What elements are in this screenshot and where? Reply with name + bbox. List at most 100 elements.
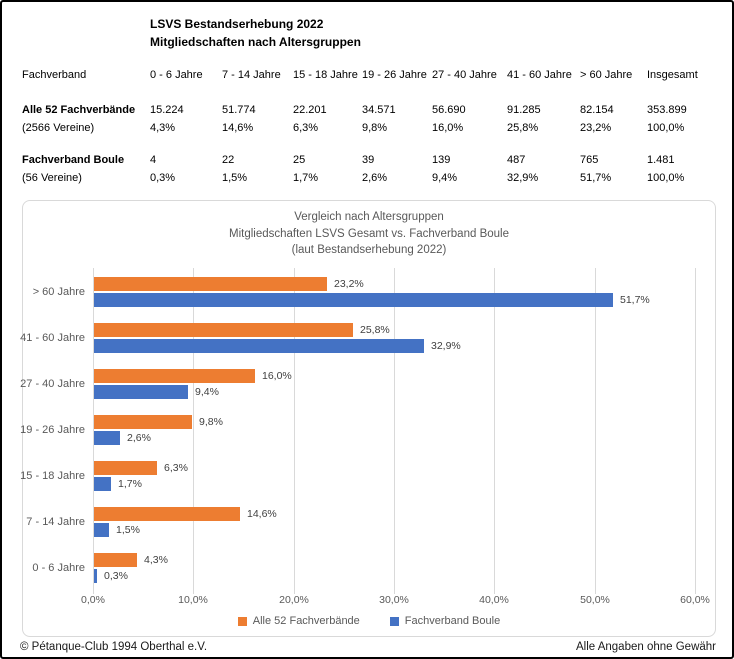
- bar-value-label: 32,9%: [431, 340, 461, 352]
- document-title-line1: LSVS Bestandserhebung 2022: [150, 17, 324, 31]
- bar-value-label: 51,7%: [620, 294, 650, 306]
- table-cell-value: 1.481: [647, 154, 675, 166]
- gridline: [394, 268, 395, 594]
- gridline: [294, 268, 295, 594]
- table-cell-value: 22: [222, 154, 235, 166]
- table-cell-value: 9,8%: [362, 122, 388, 134]
- bar-alle-52-fachverbaende: [94, 323, 353, 337]
- chart-title-line: Mitgliedschaften LSVS Gesamt vs. Fachver…: [229, 227, 509, 240]
- gridline: [595, 268, 596, 594]
- bar-value-label: 1,5%: [116, 524, 140, 536]
- document-title: LSVS Bestandserhebung 2022 Mitgliedschaf…: [150, 15, 361, 51]
- bar-value-label: 9,4%: [195, 386, 219, 398]
- category-label: 7 - 14 Jahre: [26, 516, 85, 528]
- table-cell-value: 2,6%: [362, 172, 388, 184]
- gridline: [193, 268, 194, 594]
- category-label: 27 - 40 Jahre: [20, 378, 85, 390]
- x-axis-tick-label: 30,0%: [379, 594, 409, 606]
- category-label: 0 - 6 Jahre: [32, 562, 85, 574]
- x-axis-tick-label: 60,0%: [680, 594, 710, 606]
- legend-item: Fachverband Boule: [389, 615, 501, 627]
- table-cell-value: 139: [432, 154, 451, 166]
- bar-fachverband-boule: [94, 339, 424, 353]
- table-cell-value: 32,9%: [507, 172, 539, 184]
- bar-value-label: 25,8%: [360, 324, 390, 336]
- table-row-label: Fachverband Boule: [22, 154, 125, 166]
- table-cell-value: 56.690: [432, 104, 466, 116]
- table-header-col: 7 - 14 Jahre: [222, 69, 281, 81]
- category-label: 19 - 26 Jahre: [20, 424, 85, 436]
- bar-value-label: 6,3%: [164, 462, 188, 474]
- table-cell-value: 82.154: [580, 104, 614, 116]
- gridline: [695, 268, 696, 594]
- table-header-col: 27 - 40 Jahre: [432, 69, 497, 81]
- table-cell-value: 1,7%: [293, 172, 319, 184]
- table-header-fachverband: Fachverband: [22, 69, 87, 81]
- table-cell-value: 0,3%: [150, 172, 176, 184]
- x-axis-tick-label: 20,0%: [279, 594, 309, 606]
- bar-alle-52-fachverbaende: [94, 415, 192, 429]
- legend-label: Fachverband Boule: [404, 615, 501, 627]
- table-cell-value: 34.571: [362, 104, 396, 116]
- bar-alle-52-fachverbaende: [94, 277, 327, 291]
- table-row: Fachverband Boule 4 22 25 39 139 487 765 1.481: [22, 151, 722, 169]
- table-cell-value: 765: [580, 154, 599, 166]
- bar-fachverband-boule: [94, 477, 111, 491]
- table-cell-value: 6,3%: [293, 122, 319, 134]
- table-row-label: Alle 52 Fachverbände: [22, 104, 136, 116]
- bar-fachverband-boule: [94, 569, 97, 583]
- table-cell-value: 100,0%: [647, 122, 685, 134]
- gridline: [494, 268, 495, 594]
- bar-value-label: 2,6%: [127, 432, 151, 444]
- footer-disclaimer: Alle Angaben ohne Gewähr: [575, 641, 716, 653]
- bar-alle-52-fachverbaende: [94, 507, 240, 521]
- bar-value-label: 23,2%: [334, 278, 364, 290]
- bar-value-label: 4,3%: [144, 554, 168, 566]
- document-title-line2: Mitgliedschaften nach Altersgruppen: [150, 35, 361, 49]
- x-axis-tick-label: 50,0%: [580, 594, 610, 606]
- legend-marker-icon: [389, 616, 399, 626]
- table-cell-value: 39: [362, 154, 375, 166]
- comparison-chart: Vergleich nach Altersgruppen Mitgliedscha…: [20, 200, 716, 637]
- table-row: (56 Vereine) 0,3% 1,5% 1,7% 2,6% 9,4% 32,9% 51,…: [22, 169, 722, 187]
- bar-fachverband-boule: [94, 523, 109, 537]
- table-row: Alle 52 Fachverbände 15.224 51.774 22.201 34…: [22, 101, 722, 119]
- chart-plot-area: > 60 Jahre 23,2% 51,7% 41 - 60 Jahre 25,8% 32…: [20, 268, 696, 594]
- table-cell-value: 23,2%: [580, 122, 612, 134]
- category-label: 15 - 18 Jahre: [20, 470, 85, 482]
- bar-fachverband-boule: [94, 293, 613, 307]
- bar-value-label: 9,8%: [199, 416, 223, 428]
- table-cell-value: 16,0%: [432, 122, 464, 134]
- table-cell-value: 22.201: [293, 104, 327, 116]
- table-cell-value: 25: [293, 154, 306, 166]
- bar-value-label: 14,6%: [247, 508, 277, 520]
- legend-item: Alle 52 Fachverbände: [237, 615, 360, 627]
- bar-fachverband-boule: [94, 385, 188, 399]
- x-axis-tick-label: 0,0%: [81, 594, 105, 606]
- table-cell-value: 9,4%: [432, 172, 458, 184]
- table-cell-value: 1,5%: [222, 172, 248, 184]
- table-header-col: 15 - 18 Jahre: [293, 69, 358, 81]
- x-axis-tick-label: 40,0%: [479, 594, 509, 606]
- bar-value-label: 1,7%: [118, 478, 142, 490]
- bar-alle-52-fachverbaende: [94, 369, 255, 383]
- footer-copyright: © Pétanque-Club 1994 Oberthal e.V.: [20, 641, 208, 653]
- table-cell-value: 25,8%: [507, 122, 539, 134]
- bar-alle-52-fachverbaende: [94, 553, 137, 567]
- table-row-label: (56 Vereine): [22, 172, 82, 184]
- table-cell-value: 51,7%: [580, 172, 612, 184]
- footer: © Pétanque-Club 1994 Oberthal e.V. Alle …: [20, 641, 716, 653]
- table-cell-value: 51.774: [222, 104, 256, 116]
- table-header-col: 41 - 60 Jahre: [507, 69, 572, 81]
- table-row-label: (2566 Vereine): [22, 122, 95, 134]
- chart-x-axis: 0,0% 10,0% 20,0% 30,0% 40,0% 50,0% 60,0%: [81, 594, 710, 608]
- table-header-row: Fachverband 0 - 6 Jahre 7 - 14 Jahre 15 - 1…: [22, 66, 722, 84]
- category-label: 41 - 60 Jahre: [20, 332, 85, 344]
- bar-value-label: 0,3%: [104, 570, 128, 582]
- table-header-col: Insgesamt: [647, 69, 698, 81]
- table-header-col: 0 - 6 Jahre: [150, 69, 203, 81]
- table-cell-value: 487: [507, 154, 526, 166]
- bar-fachverband-boule: [94, 431, 120, 445]
- category-axis-line: [93, 268, 94, 594]
